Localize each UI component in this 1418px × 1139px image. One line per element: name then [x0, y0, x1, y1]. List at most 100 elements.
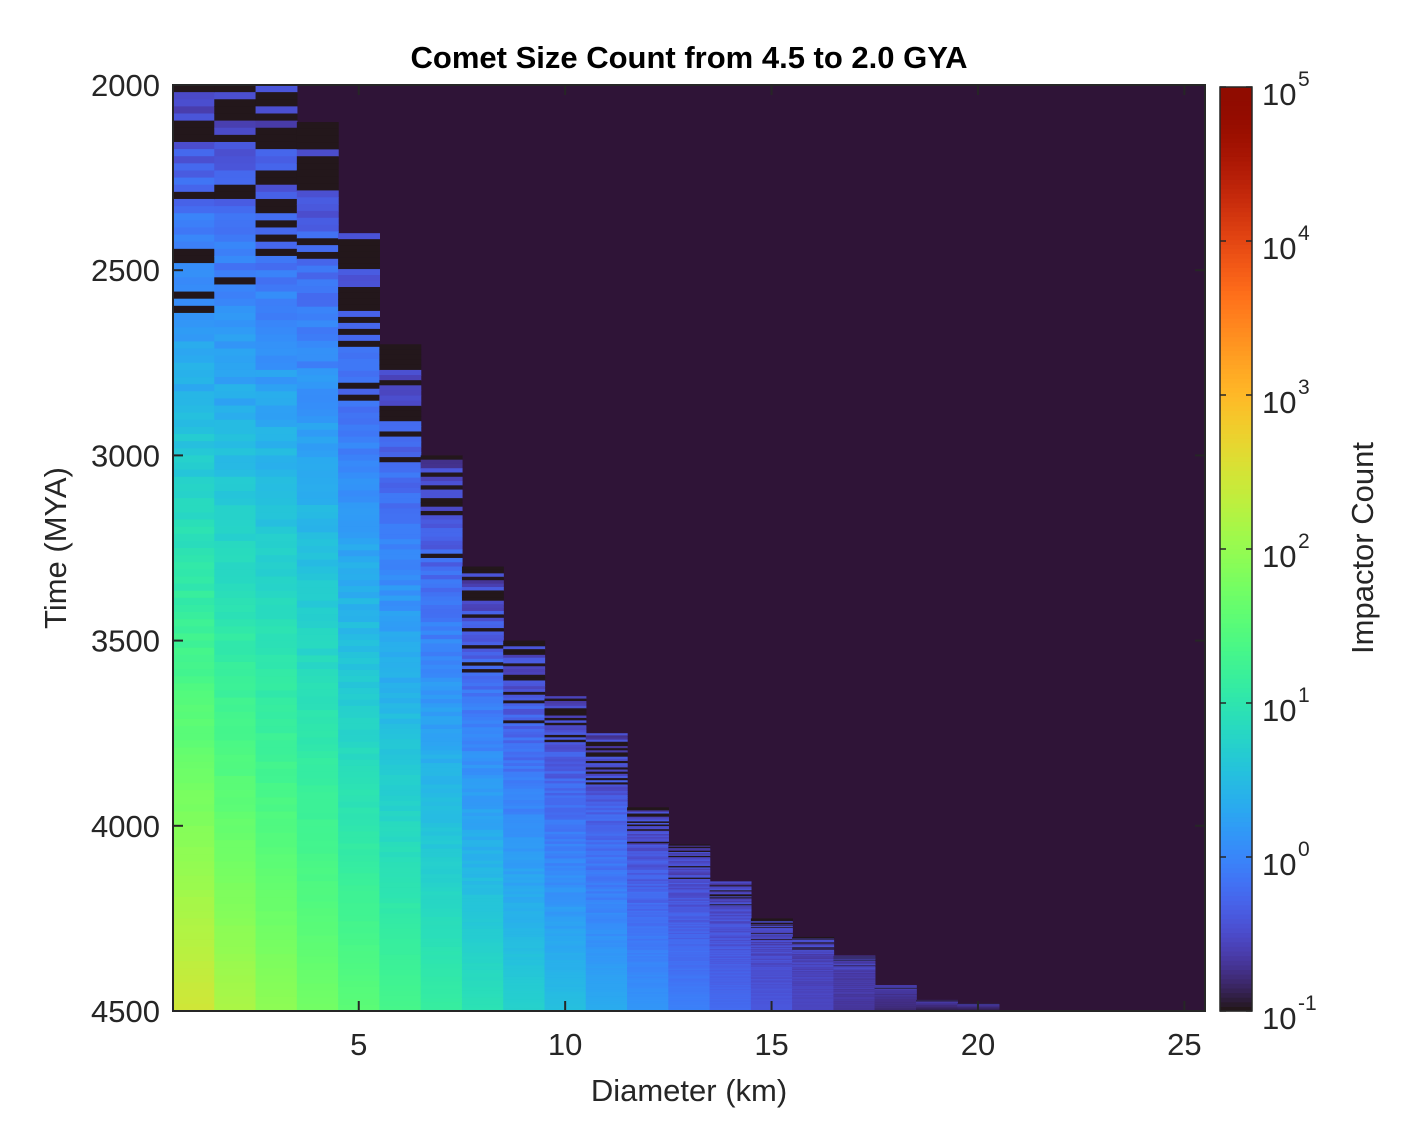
heatmap-cell — [255, 305, 298, 314]
heatmap-cell — [461, 1007, 504, 1012]
heatmap-cell — [461, 645, 504, 650]
heatmap-cell — [668, 909, 711, 912]
heatmap-cell — [709, 904, 752, 906]
heatmap-cell — [214, 170, 257, 179]
heatmap-cell — [255, 298, 298, 307]
heatmap-cell — [255, 512, 298, 521]
heatmap-cell — [709, 899, 752, 901]
heatmap-cell — [338, 287, 380, 294]
heatmap-cell — [585, 889, 628, 892]
colorbar-segment — [1220, 927, 1252, 934]
heatmap-cell — [420, 746, 463, 751]
heatmap-cell — [338, 298, 380, 306]
heatmap-cell — [461, 665, 504, 670]
heatmap-cell — [585, 949, 628, 952]
heatmap-cell — [585, 966, 628, 969]
heatmap-cell — [255, 384, 298, 392]
heatmap-cell — [503, 879, 546, 884]
heatmap-cell — [214, 690, 257, 699]
colorbar-tick-exponent: 4 — [1298, 222, 1310, 245]
heatmap-cell — [255, 968, 298, 976]
heatmap-cell — [668, 967, 711, 970]
x-tick-label: 25 — [1167, 1027, 1201, 1062]
heatmap-cell — [338, 281, 380, 288]
heatmap-cell — [709, 948, 752, 950]
heatmap-cell — [255, 498, 298, 506]
heatmap-cell — [668, 845, 711, 848]
heatmap-cell — [461, 867, 504, 872]
heatmap-cell — [296, 805, 339, 814]
heatmap-cell — [544, 822, 587, 826]
heatmap-cell — [420, 989, 463, 995]
heatmap-cell — [668, 925, 711, 927]
heatmap-cell — [709, 886, 752, 888]
heatmap-cell — [255, 533, 298, 542]
heatmap-cell — [585, 763, 628, 766]
heatmap-cell — [627, 858, 669, 862]
heatmap-cell — [544, 797, 587, 801]
heatmap-cell — [503, 857, 546, 861]
colorbar-segment — [1220, 290, 1252, 296]
heatmap-cell — [668, 844, 711, 847]
heatmap-cell — [338, 861, 380, 868]
heatmap-cell — [709, 1001, 752, 1003]
colorbar-segment — [1220, 724, 1252, 730]
heatmap-cell — [461, 648, 504, 653]
heatmap-cell — [668, 976, 711, 979]
heatmap-cell — [338, 855, 380, 863]
heatmap-cell — [709, 940, 752, 942]
heatmap-cell — [585, 795, 628, 798]
heatmap-cell — [585, 827, 628, 830]
heatmap-cell — [627, 887, 669, 890]
heatmap-cell — [173, 455, 215, 464]
heatmap-cell — [503, 894, 546, 898]
heatmap-cell — [338, 334, 380, 342]
heatmap-cell — [255, 149, 298, 157]
heatmap-cell — [668, 966, 711, 969]
heatmap-cell — [420, 622, 463, 627]
heatmap-cell — [544, 914, 587, 918]
heatmap-cell — [214, 840, 257, 848]
heatmap-cell — [709, 961, 752, 963]
heatmap-cell — [668, 862, 711, 865]
heatmap-cell — [627, 915, 669, 918]
colorbar-segment — [1220, 553, 1252, 559]
heatmap-cell — [461, 809, 504, 814]
heatmap-cell — [503, 686, 546, 690]
heatmap-cell — [544, 805, 587, 809]
heatmap-cell — [296, 593, 339, 602]
heatmap-cell — [668, 968, 711, 971]
heatmap-cell — [750, 925, 793, 927]
heatmap-cell — [750, 918, 793, 920]
heatmap-cell — [255, 134, 298, 143]
heatmap-cell — [173, 996, 215, 1005]
heatmap-cell — [420, 763, 463, 768]
heatmap-cell — [296, 176, 339, 185]
colorbar-segment — [1220, 789, 1252, 795]
heatmap-cell — [585, 968, 628, 971]
colorbar-tick-base: 10 — [1262, 231, 1296, 266]
heatmap-cell — [627, 913, 669, 917]
heatmap-cell — [255, 476, 298, 485]
heatmap-cell — [214, 320, 257, 328]
heatmap-cell — [420, 844, 463, 850]
heatmap-cell — [668, 994, 711, 997]
heatmap-cell — [461, 593, 504, 598]
heatmap-cell — [379, 667, 422, 674]
heatmap-cell — [420, 694, 463, 700]
colorbar-tick-label: 10 2 — [1262, 530, 1310, 574]
heatmap-cell — [255, 939, 298, 948]
colorbar-segment — [1220, 803, 1252, 809]
heatmap-cell — [503, 803, 546, 807]
colorbar-segment — [1220, 987, 1252, 994]
heatmap-cell — [214, 854, 257, 863]
heatmap-cell — [503, 743, 546, 747]
heatmap-cell — [750, 926, 793, 928]
heatmap-cell — [709, 902, 752, 904]
heatmap-cell — [338, 640, 380, 647]
heatmap-cell — [750, 991, 793, 993]
heatmap-cell — [503, 726, 546, 730]
heatmap-cell — [461, 696, 504, 701]
heatmap-cell — [627, 951, 669, 954]
heatmap-cell — [420, 1006, 463, 1012]
